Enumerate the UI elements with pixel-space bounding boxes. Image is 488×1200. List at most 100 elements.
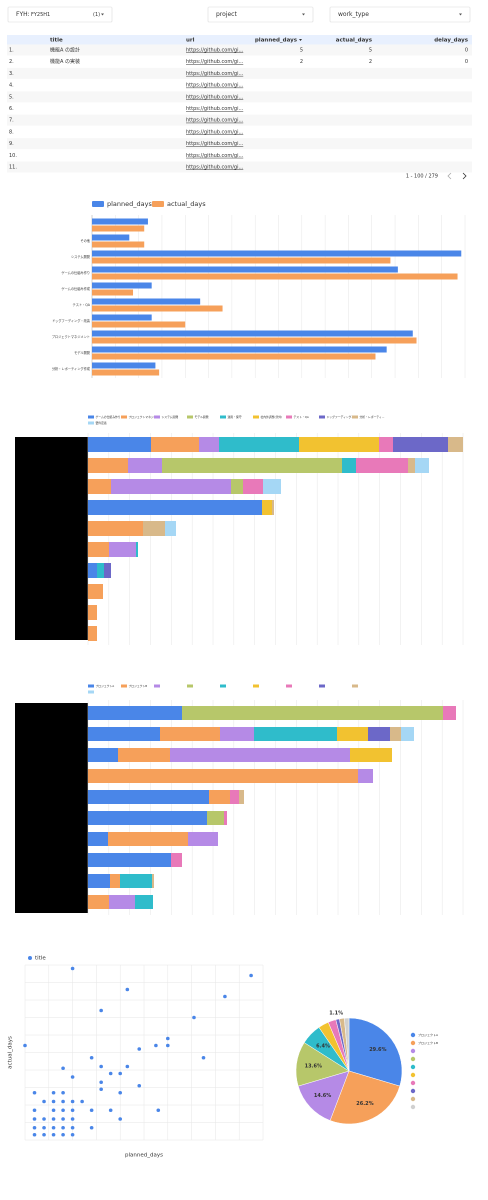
- legend-label: モデル開発: [195, 415, 209, 419]
- bar: [92, 273, 458, 280]
- legend-swatch: [121, 684, 127, 688]
- legend-label: 分析・レポーティ...: [360, 415, 385, 419]
- cell[interactable]: https://github.com/gi...: [186, 59, 244, 65]
- column-header: actual_days: [336, 38, 373, 44]
- table-header: [7, 35, 472, 45]
- category-label: テスト・QA: [73, 302, 91, 307]
- cell[interactable]: https://github.com/gi...: [186, 165, 244, 171]
- cell[interactable]: https://github.com/gi...: [186, 118, 244, 124]
- cell[interactable]: https://github.com/gi...: [186, 48, 244, 54]
- legend-label: プロジェクトB: [418, 1040, 438, 1045]
- pagination: 1 - 100 / 279: [406, 174, 438, 180]
- point: [99, 1008, 103, 1013]
- point: [89, 1125, 94, 1130]
- bar-segment: [401, 727, 414, 741]
- bar-segment: [207, 811, 224, 825]
- bar-segment: [443, 706, 456, 720]
- bar-segment: [88, 832, 108, 846]
- bar-segment: [88, 458, 128, 473]
- cell: 機能A の設計: [50, 47, 80, 54]
- bar-segment: [97, 563, 104, 578]
- cell[interactable]: https://github.com/gi...: [186, 129, 244, 135]
- filter-dropdown[interactable]: [7, 6, 113, 23]
- filter-value: FY25H1: [31, 12, 50, 18]
- bar-segment: [408, 458, 415, 473]
- cell[interactable]: https://github.com/gi...: [186, 71, 244, 77]
- point: [51, 1099, 56, 1104]
- prev-page[interactable]: [447, 172, 452, 180]
- bar-segment: [111, 479, 231, 494]
- bar-segment: [448, 437, 463, 452]
- point: [32, 1090, 37, 1095]
- bar-segment: [415, 458, 429, 473]
- row-number: 11.: [9, 165, 17, 171]
- bar-segment: [165, 521, 176, 536]
- cell[interactable]: https://github.com/gi...: [186, 153, 244, 159]
- slice-label: 14.6%: [314, 1093, 331, 1099]
- point: [201, 1055, 206, 1060]
- bar: [92, 330, 413, 337]
- slice-label: 6.4%: [316, 1044, 330, 1050]
- cell[interactable]: https://github.com/gi...: [186, 141, 244, 147]
- bar: [92, 241, 145, 248]
- bar-segment: [342, 458, 356, 473]
- point: [125, 1064, 130, 1069]
- legend-marker: [410, 1096, 416, 1102]
- cell[interactable]: https://github.com/gi...: [186, 83, 244, 89]
- bar-segment: [393, 437, 448, 452]
- slice-label: 13.6%: [305, 1064, 322, 1070]
- point: [125, 987, 130, 992]
- bar: [92, 337, 417, 344]
- category-label: ゲームの仕組み作り: [61, 270, 90, 275]
- row-number: 5.: [9, 94, 14, 100]
- slice-label: 1.1%: [329, 1011, 343, 1017]
- pie-slice: [329, 1070, 401, 1125]
- row-number: 10.: [9, 153, 17, 159]
- legend-swatch: [253, 415, 259, 419]
- next-page[interactable]: [462, 172, 467, 180]
- category-label: プロジェクトマネジメント: [52, 334, 90, 339]
- bar-segment: [262, 500, 272, 515]
- bar-segment: [88, 769, 358, 783]
- dropdown-arrow: [302, 13, 305, 16]
- point: [137, 1083, 142, 1088]
- pie-slice: [344, 1017, 350, 1072]
- row-stripe: [7, 44, 472, 56]
- legend-swatch: [286, 684, 292, 688]
- cell[interactable]: https://github.com/gi...: [186, 106, 244, 112]
- legend-swatch: [253, 684, 259, 688]
- point: [51, 1117, 56, 1121]
- filter-count: (1): [93, 12, 100, 18]
- point: [61, 1125, 65, 1130]
- row-number: 7.: [9, 118, 14, 124]
- legend-swatch: [88, 690, 94, 694]
- bar-segment: [88, 500, 262, 515]
- bar-segment: [188, 832, 218, 846]
- point: [61, 1108, 65, 1113]
- bar-segment: [254, 727, 337, 741]
- legend-label: システム開発: [162, 415, 179, 419]
- bar-segment: [272, 500, 274, 515]
- point: [61, 1132, 65, 1137]
- bar-segment: [182, 706, 443, 720]
- pie-slice: [348, 1017, 403, 1087]
- point: [223, 994, 227, 999]
- bar-segment: [118, 748, 170, 762]
- legend-label: planned_days: [107, 200, 152, 208]
- point: [99, 1087, 103, 1092]
- category-label: ドッグフーディング・改善: [52, 318, 91, 323]
- legend-marker: [410, 1040, 416, 1046]
- filter-label: work_type: [338, 11, 369, 18]
- point: [42, 1132, 46, 1137]
- bar: [92, 257, 391, 264]
- point: [51, 1090, 56, 1095]
- legend-swatch: [187, 415, 193, 419]
- bar-segment: [88, 853, 171, 867]
- filter-dropdown[interactable]: [329, 6, 471, 23]
- cell[interactable]: https://github.com/gi...: [186, 94, 244, 100]
- point: [118, 1071, 122, 1076]
- bar-segment: [350, 748, 392, 762]
- filter-dropdown[interactable]: [207, 6, 314, 23]
- bar-segment: [143, 521, 165, 536]
- bar-segment: [88, 542, 109, 557]
